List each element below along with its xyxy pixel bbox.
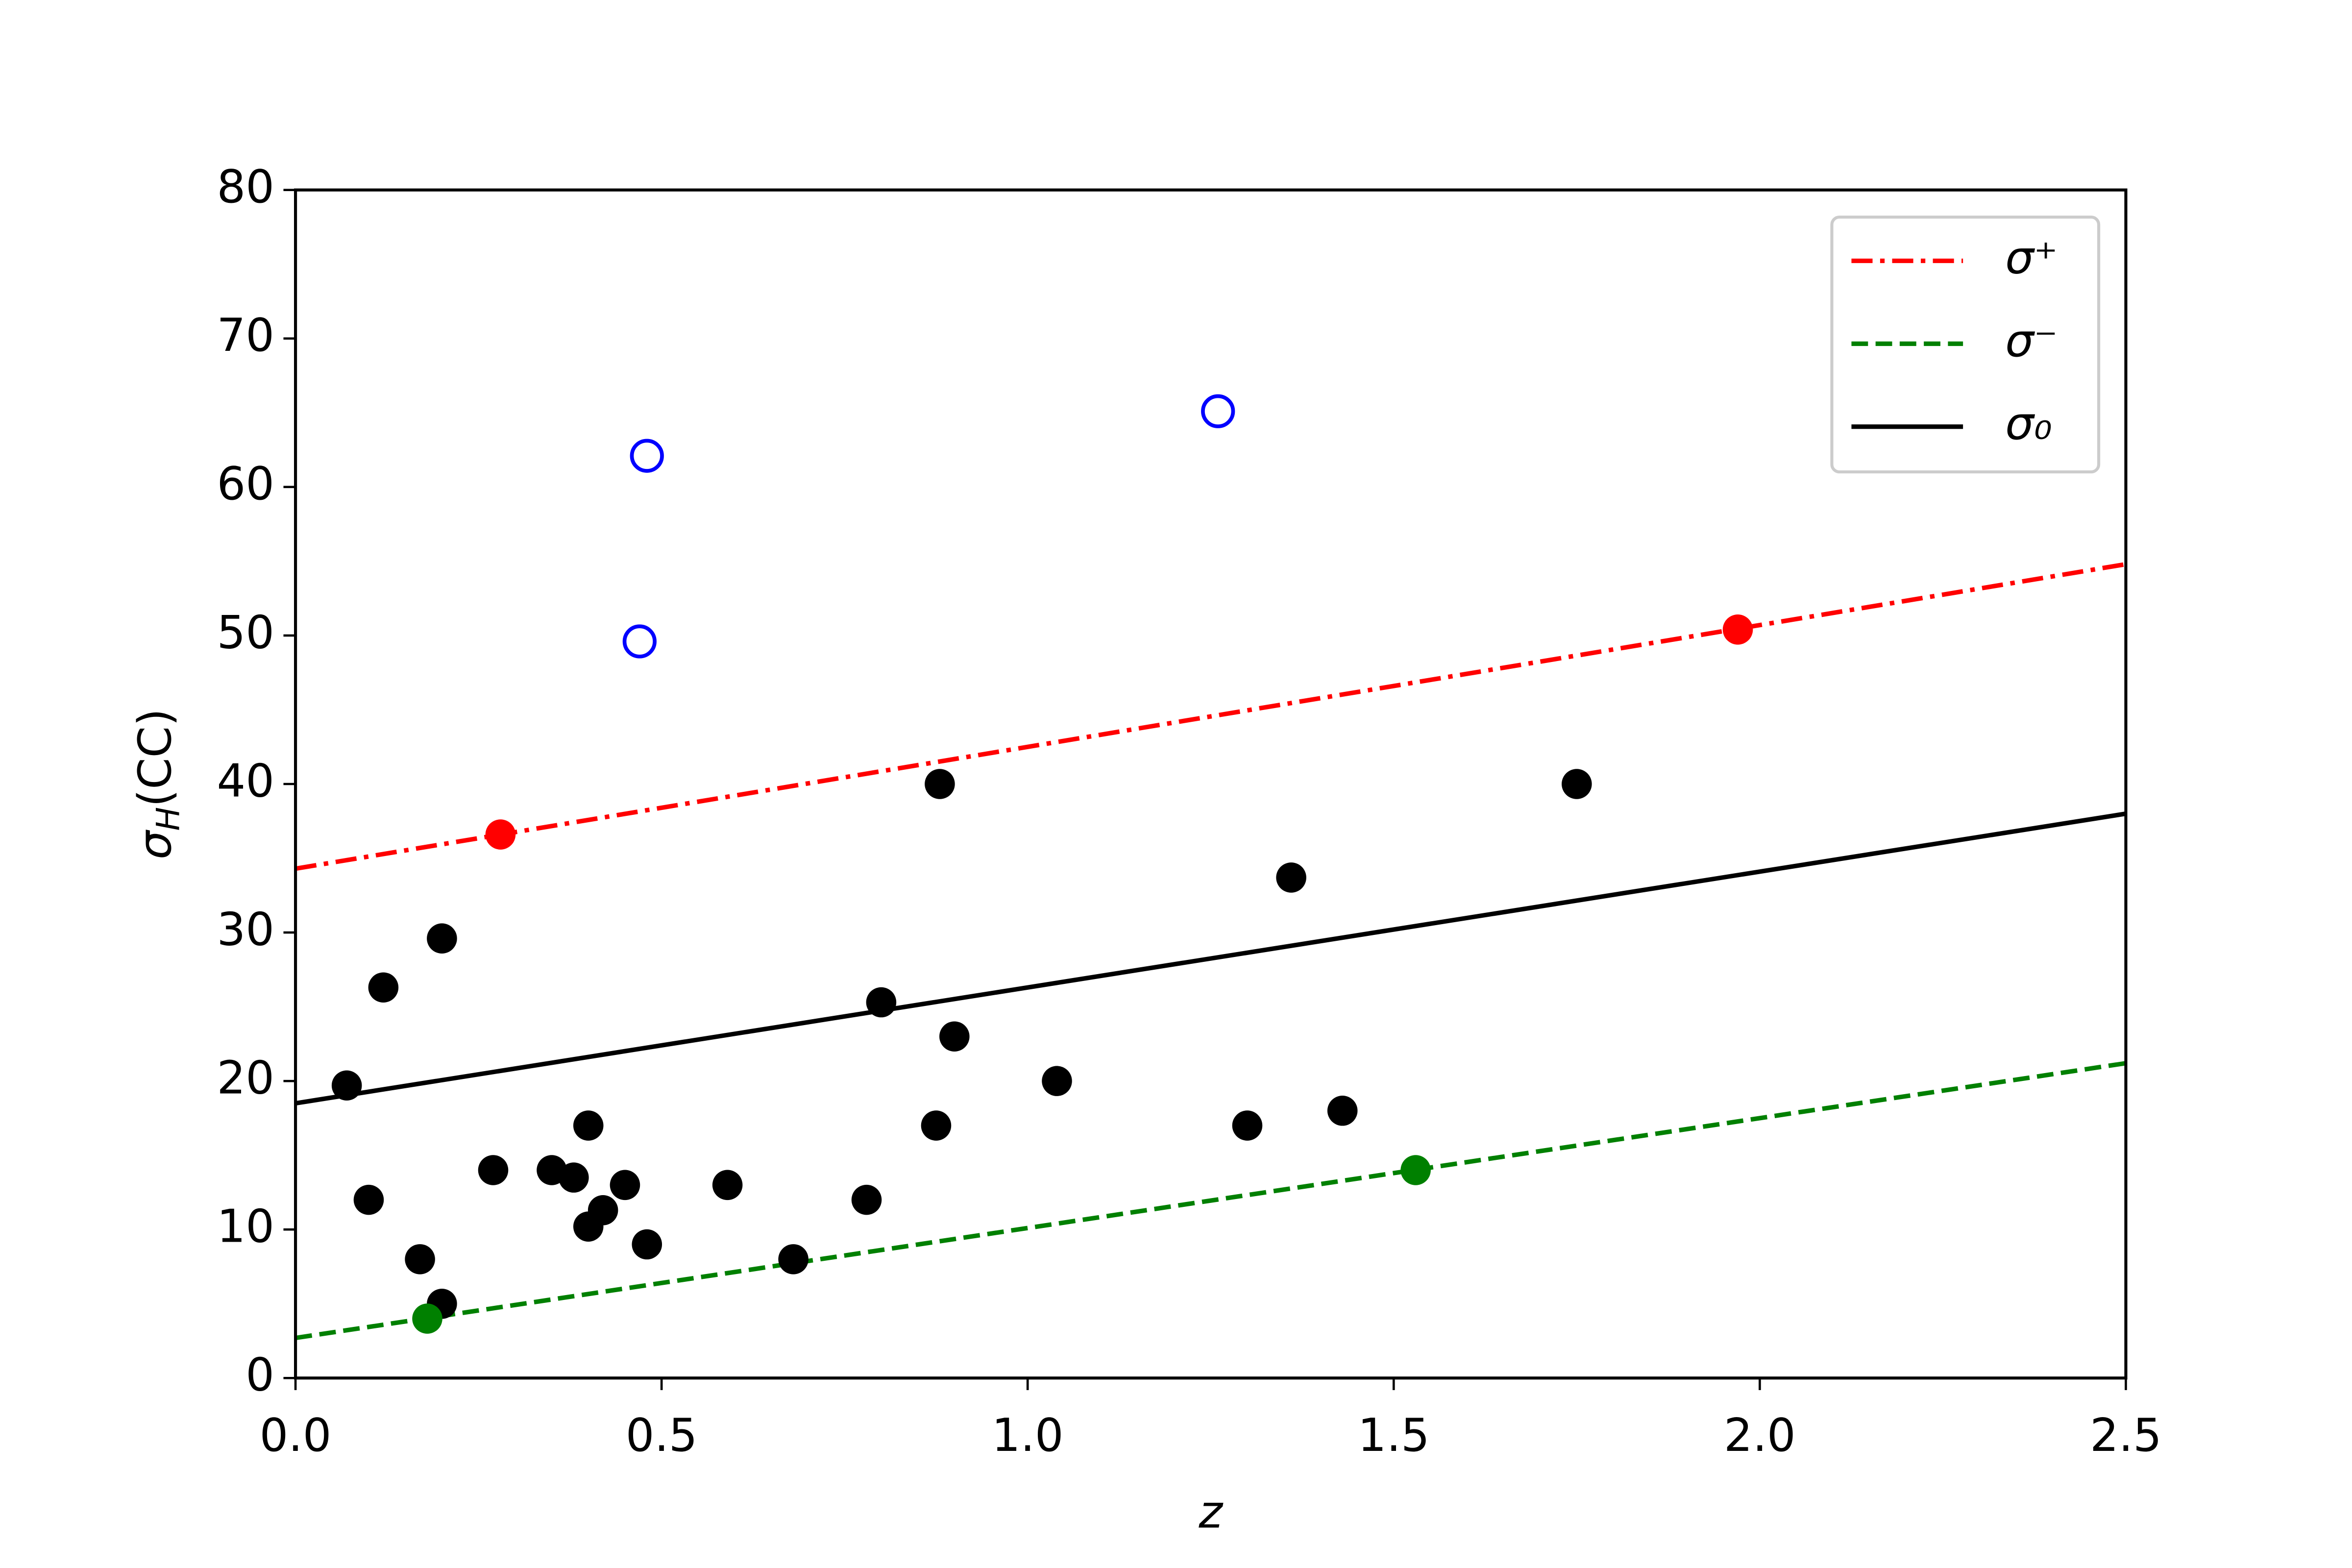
y-label-symbol: σ [128,830,181,859]
x-tick-label: 0.5 [626,1409,698,1462]
y-tick-label: 80 [217,160,274,213]
data-point [1232,1110,1263,1141]
legend-label: σ⁻ [2005,314,2058,367]
data-point [1201,394,1235,428]
data-point [630,439,664,473]
data-point [485,819,516,850]
data-point [1562,769,1592,799]
data-point [412,1303,442,1334]
y-tick-label: 50 [217,606,274,659]
series-line [295,562,2126,871]
data-point [921,1110,952,1141]
data-point [778,1244,808,1274]
x-tick-label: 2.5 [2090,1409,2162,1462]
y-tick-label: 40 [217,754,274,807]
y-label-rest: (CC) [128,709,181,807]
data-point [368,972,399,1003]
series-line [295,811,2126,1106]
y-tick-label: 10 [217,1200,274,1253]
data-point [1722,614,1753,645]
data-point [559,1162,589,1193]
y-tick-label: 0 [245,1348,274,1401]
x-axis-label: z [1199,1486,1224,1539]
data-point [353,1184,384,1215]
data-point [712,1170,743,1200]
y-axis-label: σH(CC) [128,709,187,859]
data-point [1042,1066,1072,1096]
legend-label: σ₀ [2005,397,2052,450]
y-tick-label: 70 [217,309,274,362]
data-point [622,624,657,659]
data-point [866,987,897,1018]
data-point [588,1195,618,1225]
legend-label: σ⁺ [2005,231,2058,284]
data-point [632,1229,662,1260]
x-tick-label: 2.0 [1724,1409,1796,1462]
x-tick-label: 1.0 [992,1409,1064,1462]
y-label-subscript: H [150,807,187,831]
y-tick-label: 20 [217,1052,274,1104]
data-point [851,1184,882,1215]
data-point [331,1070,362,1101]
y-tick-label: 30 [217,903,274,956]
data-point [1400,1155,1431,1185]
data-point [939,1021,970,1052]
y-tick-label: 60 [217,457,274,510]
plot-frame [294,188,2128,1380]
data-point [1327,1096,1358,1126]
x-tick-label: 0.0 [260,1409,332,1462]
legend-box [1830,216,2101,474]
data-point [925,769,955,799]
data-point [427,923,457,954]
data-point [610,1170,640,1200]
data-point [405,1244,435,1274]
data-point [573,1110,604,1141]
data-point [478,1155,509,1185]
x-tick-label: 1.5 [1358,1409,1430,1462]
series-line [295,1061,2126,1341]
data-point [1276,862,1306,893]
